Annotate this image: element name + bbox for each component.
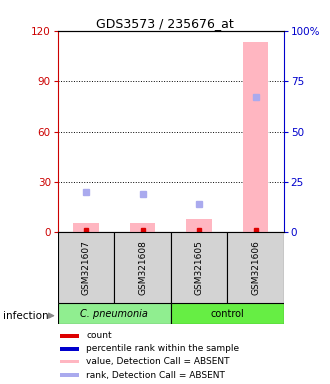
Text: infection: infection bbox=[3, 311, 49, 321]
Bar bbox=[73, 223, 99, 232]
Text: GDS3573 / 235676_at: GDS3573 / 235676_at bbox=[96, 17, 234, 30]
Text: value, Detection Call = ABSENT: value, Detection Call = ABSENT bbox=[86, 357, 230, 366]
Bar bbox=[130, 223, 155, 232]
Text: count: count bbox=[86, 331, 112, 340]
Text: GSM321608: GSM321608 bbox=[138, 240, 147, 295]
Bar bbox=[171, 303, 284, 324]
Bar bbox=[60, 359, 80, 363]
Bar bbox=[58, 303, 171, 324]
Bar bbox=[171, 232, 227, 303]
Text: rank, Detection Call = ABSENT: rank, Detection Call = ABSENT bbox=[86, 371, 225, 380]
Text: percentile rank within the sample: percentile rank within the sample bbox=[86, 344, 239, 353]
Bar bbox=[114, 232, 171, 303]
Text: C. pneumonia: C. pneumonia bbox=[80, 309, 148, 319]
Text: GSM321605: GSM321605 bbox=[194, 240, 204, 295]
Bar bbox=[60, 334, 80, 338]
Bar bbox=[60, 347, 80, 351]
Bar bbox=[58, 232, 114, 303]
Text: GSM321606: GSM321606 bbox=[251, 240, 260, 295]
Bar bbox=[60, 374, 80, 377]
Text: control: control bbox=[211, 309, 244, 319]
Bar bbox=[243, 43, 268, 232]
Bar bbox=[227, 232, 284, 303]
Bar bbox=[186, 219, 212, 232]
Text: GSM321607: GSM321607 bbox=[82, 240, 90, 295]
